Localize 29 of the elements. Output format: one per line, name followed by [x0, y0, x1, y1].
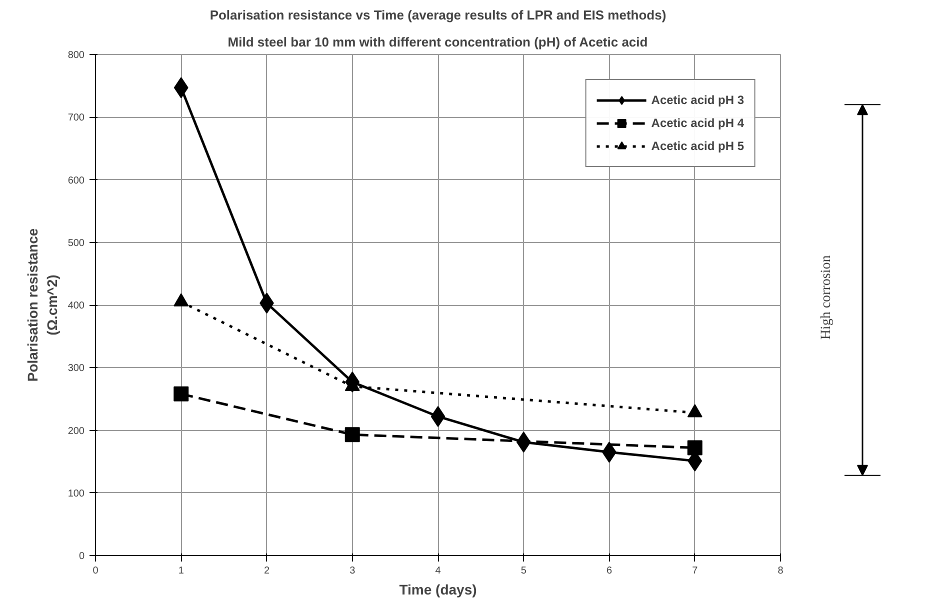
x-axis-title: Time (days) [399, 582, 477, 598]
y-tick-label: 300 [68, 363, 85, 374]
x-tick-label: 0 [92, 566, 99, 576]
y-tick-label: 0 [78, 551, 85, 562]
point [344, 427, 360, 442]
y-tick-label: 600 [68, 175, 85, 186]
y-tick-label: 700 [68, 112, 85, 124]
x-tick-label: 5 [520, 566, 527, 576]
legend-label: Acetic acid pH 3 [651, 93, 744, 107]
x-tick-label: 4 [435, 566, 442, 576]
y-axis-title: Polarisation resistance (Ω.cm^2) [24, 228, 60, 382]
x-tick-label: 2 [264, 566, 270, 576]
x-tick-label: 6 [606, 566, 612, 576]
text: High corrosion [819, 255, 834, 340]
y-tick-label: 500 [68, 238, 85, 249]
x-tick-label: 8 [778, 566, 784, 576]
x-tick-label: 1 [178, 566, 184, 576]
point [174, 386, 189, 402]
y-tick-label: 100 [68, 488, 85, 500]
legend-label: Acetic acid pH 5 [651, 139, 744, 153]
y-tick-label: 800 [68, 50, 85, 61]
chart-subtitle: Mild steel bar 10 mm with different concentration (pH) of Acetic acid [228, 34, 648, 50]
y-tick-label: 200 [68, 426, 85, 437]
legend-label: Acetic acid pH 4 [651, 116, 744, 130]
chart-title: Polarisation resistance vs Time (average results of LPR and EIS methods) [210, 8, 666, 22]
y-tick-label: 400 [68, 300, 85, 312]
point [687, 440, 702, 456]
x-tick-label: 7 [692, 566, 698, 576]
x-tick-label: 3 [350, 566, 356, 576]
